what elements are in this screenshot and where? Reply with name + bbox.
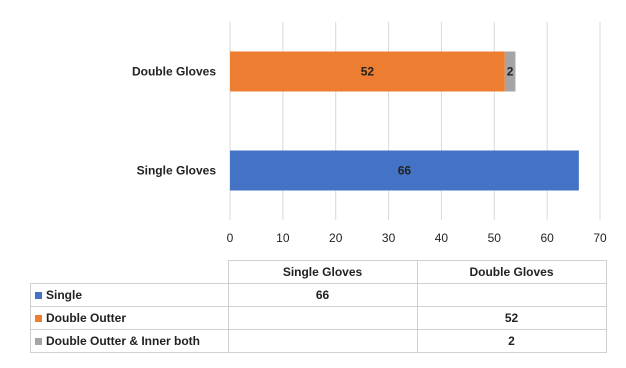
bar-chart: 0 10 20 30 40 50 60 70 Double Gloves 52 2 Single Gl… [132,22,607,245]
data-table-cell [416,283,607,307]
data-table-cell: 66 [227,283,418,307]
data-table-row-label: Double Outter [30,306,229,330]
x-tick-label: 0 [227,231,234,245]
data-table-col-double-gloves: Double Gloves [416,260,607,284]
data-table-cell [227,329,418,353]
data-table-col-single-gloves: Single Gloves [227,260,418,284]
data-table-row: Double Outter 52 [30,306,607,330]
x-tick-label: 40 [435,231,449,245]
bar-segment [230,51,505,92]
data-table-row-label: Single [30,283,229,307]
category-label: Double Gloves [132,65,216,79]
data-table-row: Double Outter & Inner both 2 [30,329,607,353]
data-table: Single Gloves Double Gloves Single 66 Do… [30,260,607,353]
x-tick-label: 10 [276,231,290,245]
bar-segment [230,150,579,191]
data-table-cell: 52 [416,306,607,330]
x-tick-label: 50 [488,231,502,245]
data-table-row-label: Double Outter & Inner both [30,329,229,353]
data-table-cell: 2 [416,329,607,353]
x-tick-label: 70 [593,231,607,245]
bar-value-label: 52 [361,65,375,79]
x-tick-label: 30 [382,231,396,245]
legend-key-double-outter-inner [35,338,42,346]
legend-key-single [35,292,42,300]
bar-value-label: 2 [507,65,514,79]
data-table-header-row: Single Gloves Double Gloves [30,260,607,284]
x-tick-label: 20 [329,231,343,245]
legend-key-double-outter [35,315,42,323]
x-tick-label: 60 [540,231,554,245]
bar-segment [504,51,516,92]
data-table-cell [227,306,418,330]
category-label: Single Gloves [137,164,217,178]
bar-value-label: 66 [398,164,412,178]
data-table-corner [30,260,229,284]
data-table-row: Single 66 [30,283,607,307]
